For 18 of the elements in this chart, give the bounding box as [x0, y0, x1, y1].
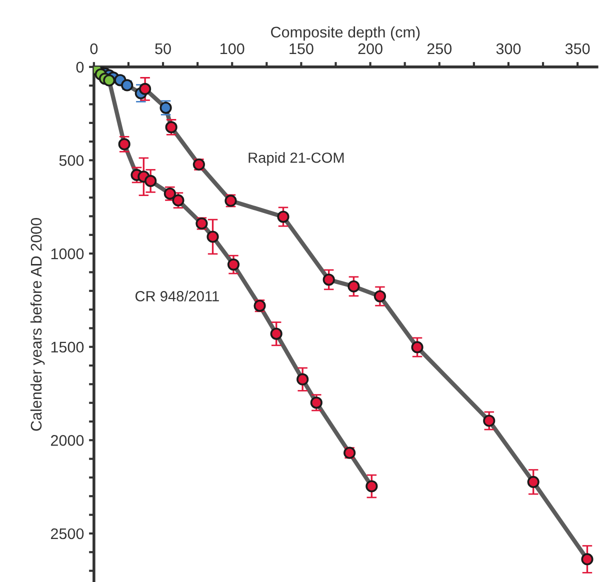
x-tick-label: 350	[565, 43, 590, 54]
x-tick-label: 50	[155, 43, 171, 54]
x-tick-label: 0	[90, 43, 98, 54]
y-tick-label: 0	[76, 62, 84, 73]
y-tick-label: 2500	[50, 528, 84, 540]
y-tick-label: 1000	[51, 248, 84, 260]
series-label: CR 948/2011	[135, 290, 219, 302]
x-tick-label: 300	[496, 43, 521, 54]
x-tick-label: 150	[290, 43, 314, 54]
y-tick-label: 2000	[50, 435, 84, 446]
x-tick-label: 200	[358, 43, 382, 54]
text: Rapid 21-COM	[248, 152, 344, 166]
y-tick-label: 500	[59, 155, 84, 166]
y-tick-label: 1500	[51, 342, 84, 353]
x-axis-title: Composite depth (cm)	[271, 26, 420, 41]
x-tick-label: 100	[220, 43, 244, 54]
y-axis-title: Calender years before AD 2000	[30, 218, 45, 431]
x-tick-label: 250	[427, 43, 452, 54]
